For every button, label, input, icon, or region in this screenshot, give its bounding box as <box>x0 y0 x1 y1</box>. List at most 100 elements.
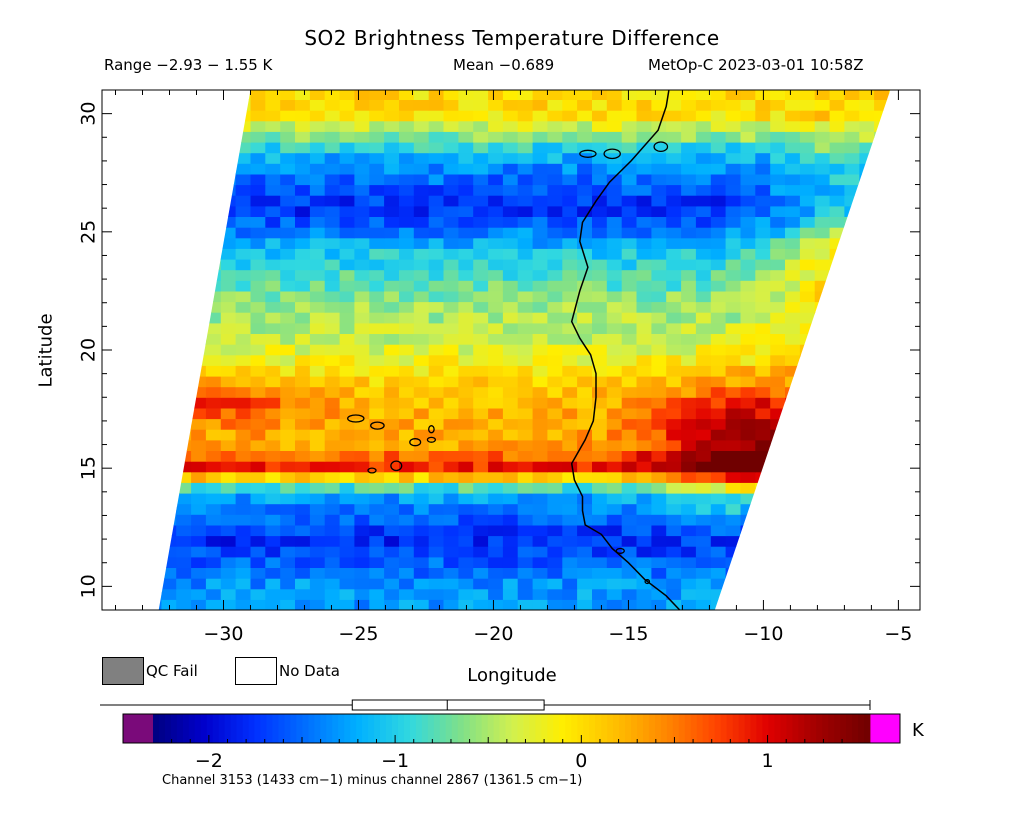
heatmap-cell <box>205 110 222 122</box>
heatmap-cell <box>651 195 667 207</box>
colorbar-segment <box>810 714 817 743</box>
heatmap-cell <box>532 514 548 526</box>
heatmap-cell <box>458 503 474 515</box>
heatmap-cell <box>161 599 177 610</box>
heatmap-cell <box>621 407 638 420</box>
colorbar-segment <box>224 714 232 743</box>
heatmap-cell <box>517 248 534 260</box>
heatmap-cell <box>829 312 845 324</box>
heatmap-cell <box>473 301 489 313</box>
heatmap-cell <box>532 599 548 610</box>
heatmap-cell <box>161 471 177 483</box>
heatmap-cell <box>814 503 831 515</box>
heatmap-cell <box>295 301 311 313</box>
colorbar-segment <box>266 714 273 743</box>
heatmap-cell <box>577 429 593 441</box>
heatmap-cell <box>636 301 652 313</box>
heatmap-cell <box>309 397 326 409</box>
heatmap-cell <box>220 578 237 590</box>
heatmap-cell <box>859 535 875 547</box>
heatmap-cell <box>695 344 712 356</box>
colorbar-segment <box>607 714 614 743</box>
heatmap-cell <box>636 90 652 100</box>
heatmap-cell <box>158 365 162 377</box>
heatmap-cell <box>488 195 504 207</box>
heatmap-cell <box>176 376 192 388</box>
heatmap-cell <box>874 163 890 175</box>
heatmap-cell <box>874 99 890 111</box>
heatmap-cell <box>651 524 667 537</box>
heatmap-cell <box>102 217 117 228</box>
heatmap-cell <box>725 493 741 505</box>
heatmap-cell <box>681 290 697 303</box>
heatmap-cell <box>502 524 519 537</box>
heatmap-cell <box>606 173 623 186</box>
heatmap-cell <box>621 173 638 186</box>
heatmap-cell <box>117 461 132 472</box>
colorbar-segment <box>386 714 393 743</box>
heatmap-cell <box>443 493 459 505</box>
heatmap-cell <box>829 354 845 366</box>
heatmap-cell <box>814 173 831 186</box>
heatmap-cell <box>681 237 697 249</box>
heatmap-cell <box>191 205 207 217</box>
heatmap-cell <box>889 333 891 345</box>
heatmap-cell <box>473 205 489 217</box>
heatmap-cell <box>399 290 415 303</box>
heatmap-cell <box>517 184 534 196</box>
heatmap-cell <box>235 269 251 281</box>
heatmap-cell <box>755 227 771 239</box>
heatmap-cell <box>205 365 222 377</box>
heatmap-cell <box>874 429 890 441</box>
heatmap-cell <box>176 120 192 132</box>
heatmap-cell <box>502 386 519 398</box>
heatmap-cell <box>132 451 147 462</box>
heatmap-cell <box>158 599 162 610</box>
heatmap-cell <box>191 535 207 547</box>
heatmap-cell <box>339 524 355 537</box>
heatmap-cell <box>740 503 756 515</box>
colorbar-segment <box>517 714 524 743</box>
heatmap-cell <box>220 599 237 610</box>
heatmap-cell <box>710 120 727 132</box>
heatmap-cell <box>814 439 831 451</box>
heatmap-cell <box>606 344 623 356</box>
heatmap-cell <box>606 99 623 111</box>
heatmap-cell <box>919 472 934 483</box>
heatmap-cell <box>280 578 296 590</box>
island-outline <box>644 579 651 585</box>
heatmap-cell <box>681 354 697 366</box>
heatmap-cell <box>295 407 311 420</box>
heatmap-cell <box>158 173 162 186</box>
heatmap-cell <box>205 163 222 175</box>
heatmap-cell <box>191 599 207 610</box>
heatmap-cell <box>874 333 890 345</box>
heatmap-cell <box>725 599 741 610</box>
colorbar-segment <box>834 714 841 743</box>
heatmap-cell <box>592 397 608 409</box>
heatmap-cell <box>220 450 237 462</box>
heatmap-cell <box>488 376 504 388</box>
heatmap-cell <box>117 206 132 217</box>
heatmap-cell <box>399 493 415 505</box>
heatmap-cell <box>250 344 266 356</box>
heatmap-cell <box>384 407 400 420</box>
heatmap-cell <box>428 290 445 303</box>
heatmap-cell <box>102 578 117 589</box>
heatmap-cell <box>428 493 445 505</box>
heatmap-cell <box>488 439 504 451</box>
heatmap-cell <box>695 461 712 473</box>
heatmap-cell <box>770 152 786 164</box>
heatmap-cell <box>859 99 875 111</box>
colorbar-segment <box>403 714 411 743</box>
heatmap-cell <box>710 535 727 547</box>
heatmap-cell <box>695 90 712 100</box>
heatmap-cell <box>324 142 341 154</box>
heatmap-cell <box>785 471 801 483</box>
heatmap-cell <box>235 578 251 590</box>
heatmap-cell <box>636 418 652 430</box>
heatmap-cell <box>785 237 801 249</box>
heatmap-cell <box>606 280 623 292</box>
heatmap-cell <box>191 184 207 196</box>
heatmap-cell <box>695 493 712 505</box>
